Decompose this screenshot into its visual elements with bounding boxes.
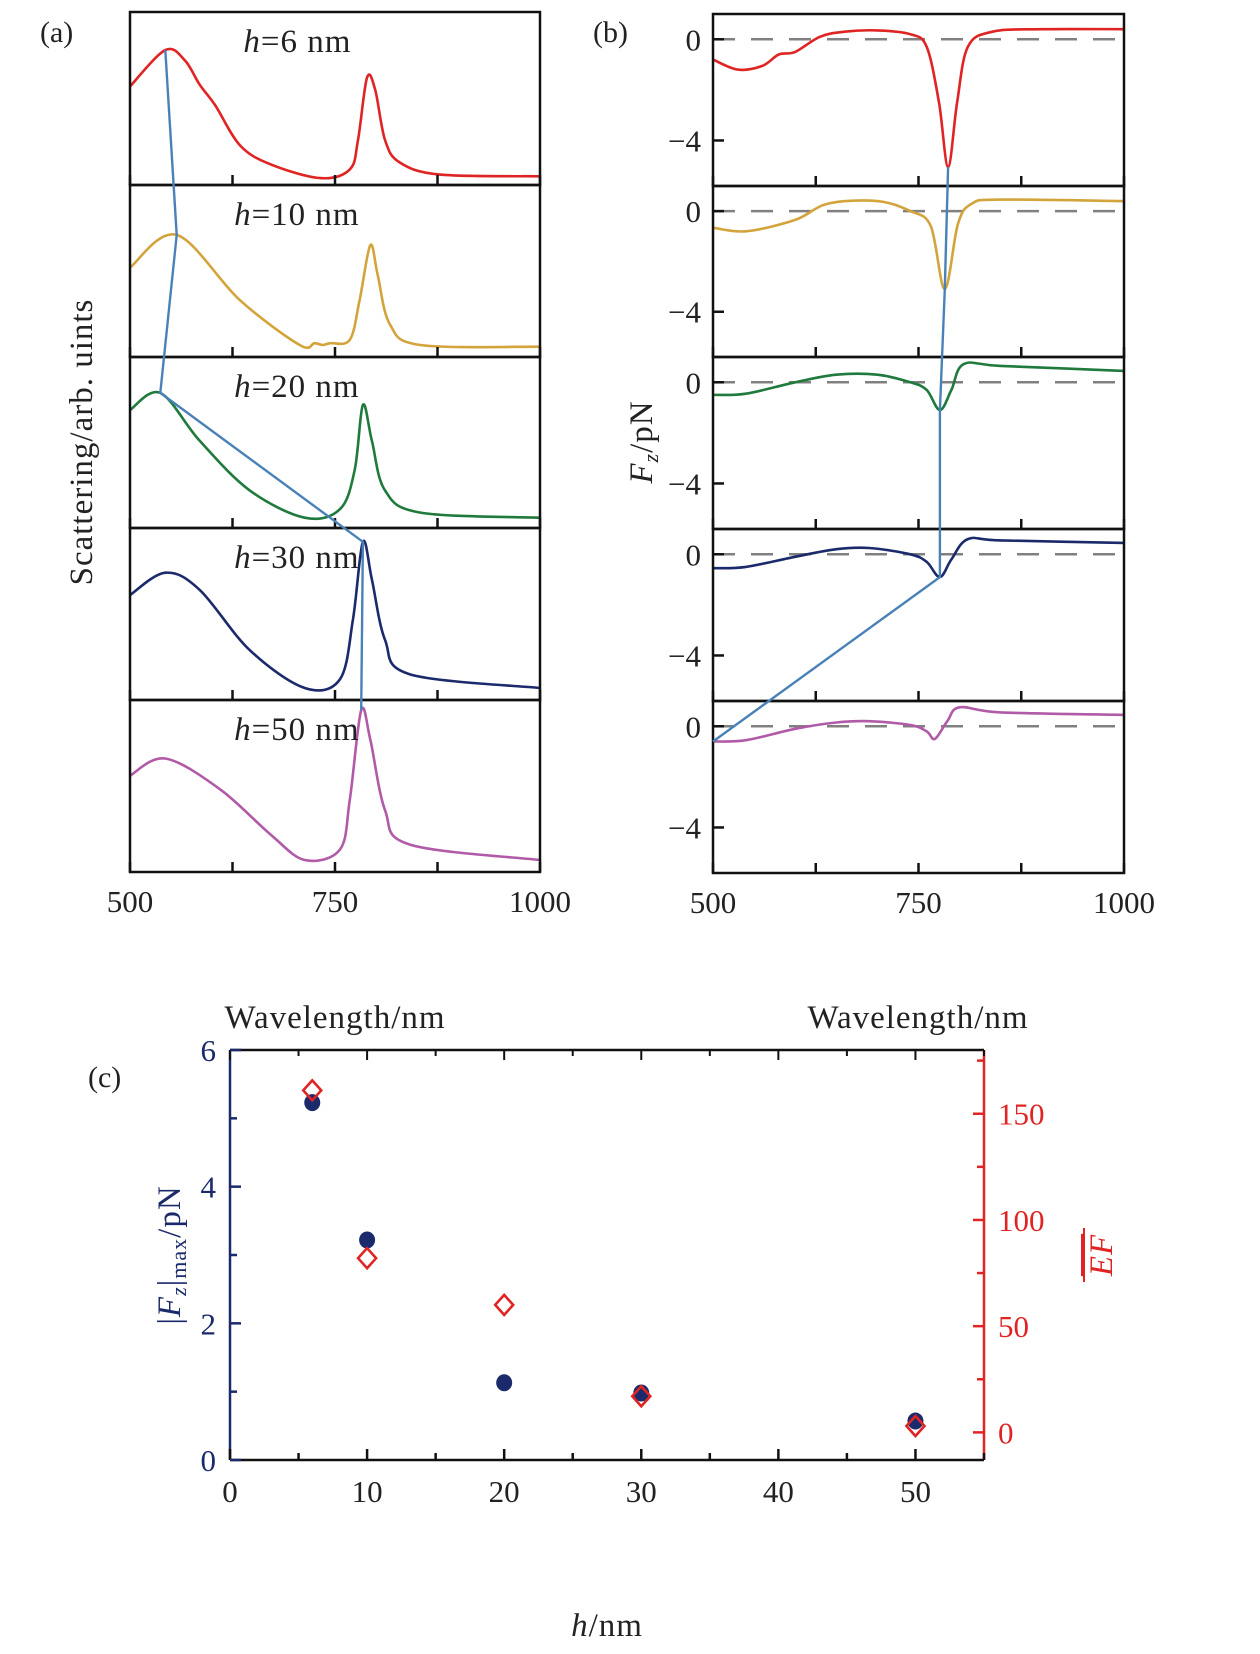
series-label: h=20 nm <box>234 369 360 405</box>
panel-a-label: (a) <box>40 16 73 49</box>
series-label: h=30 nm <box>234 540 360 576</box>
series-line-0-0 <box>129 47 541 180</box>
peak-tracking-line <box>159 50 365 711</box>
y-tick-label: −4 <box>668 295 701 330</box>
series-line-0-4 <box>129 706 541 863</box>
x-tick-label: 40 <box>763 1474 794 1509</box>
x-tick-label: 500 <box>690 885 737 920</box>
data-point-circle <box>907 1412 924 1430</box>
y-tick-label: −4 <box>668 638 701 673</box>
data-point-diamond <box>356 1246 378 1271</box>
panel-a-xlabel: Wavelength/nm <box>224 1000 445 1036</box>
y-tick-label: −4 <box>668 466 701 501</box>
x-tick-label: 30 <box>626 1474 657 1509</box>
right-y-tick-label: 0 <box>998 1415 1014 1450</box>
x-tick-label: 750 <box>895 885 942 920</box>
left-y-tick-label: 4 <box>201 1170 217 1205</box>
series-line-1-2 <box>712 361 1125 412</box>
left-y-tick-label: 0 <box>201 1443 217 1478</box>
data-point-diamond <box>904 1414 927 1438</box>
series-line-0-2 <box>129 390 541 521</box>
panel-a-ylabel: Scattering/arb. uints <box>64 299 100 586</box>
x-tick-label: 10 <box>352 1474 383 1509</box>
x-tick-label: 500 <box>107 884 154 919</box>
data-point-diamond <box>301 1078 324 1103</box>
y-tick-label: 0 <box>686 194 702 229</box>
x-tick-label: 0 <box>222 1474 238 1509</box>
series-label: h=50 nm <box>234 712 360 748</box>
x-tick-label: 50 <box>900 1474 931 1509</box>
y-tick-label: −4 <box>668 123 701 158</box>
panel-b-label: (b) <box>593 16 628 49</box>
series-label: h=6 nm <box>243 24 351 60</box>
right-y-tick-label: 50 <box>998 1309 1029 1344</box>
right-y-tick-label: 100 <box>998 1203 1045 1238</box>
x-tick-label: 1000 <box>509 884 571 919</box>
subplot-frame <box>128 698 542 874</box>
panel-c-ylabel-right: EF <box>1084 1234 1120 1277</box>
peak-tracking-line <box>712 166 950 743</box>
y-tick-label: 0 <box>686 537 702 572</box>
y-tick-label: 0 <box>686 709 702 744</box>
y-tick-label: −4 <box>668 810 701 845</box>
data-point-diamond <box>630 1384 653 1409</box>
data-point-diamond <box>493 1292 515 1317</box>
y-tick-label: 0 <box>686 22 702 57</box>
series-line-1-0 <box>712 27 1125 169</box>
series-line-1-3 <box>712 536 1125 579</box>
panel-c-label: (c) <box>88 1061 121 1094</box>
data-point-circle <box>496 1374 513 1392</box>
x-tick-label: 750 <box>312 884 359 919</box>
subplot-frame <box>711 699 1126 875</box>
y-tick-label: 0 <box>686 365 702 400</box>
x-tick-label: 20 <box>489 1474 520 1509</box>
series-line-1-1 <box>712 198 1125 291</box>
data-point-circle <box>359 1231 376 1249</box>
panel-b-ylabel: Fz/pN <box>624 400 663 484</box>
series-line-0-3 <box>129 539 541 692</box>
series-label: h=10 nm <box>234 197 360 233</box>
panel-c-ylabel-left: |Fz|max/pN <box>152 1185 191 1324</box>
series-line-1-4 <box>712 705 1125 743</box>
panel-c-xlabel: h/nm <box>571 1608 643 1644</box>
right-y-tick-label: 150 <box>998 1097 1045 1132</box>
left-y-tick-label: 2 <box>201 1306 217 1341</box>
panel-b-xlabel: Wavelength/nm <box>807 1000 1028 1036</box>
series-line-0-1 <box>129 233 541 350</box>
left-y-tick-label: 6 <box>201 1033 217 1068</box>
data-point-circle <box>304 1094 321 1112</box>
x-tick-label: 1000 <box>1093 885 1155 920</box>
